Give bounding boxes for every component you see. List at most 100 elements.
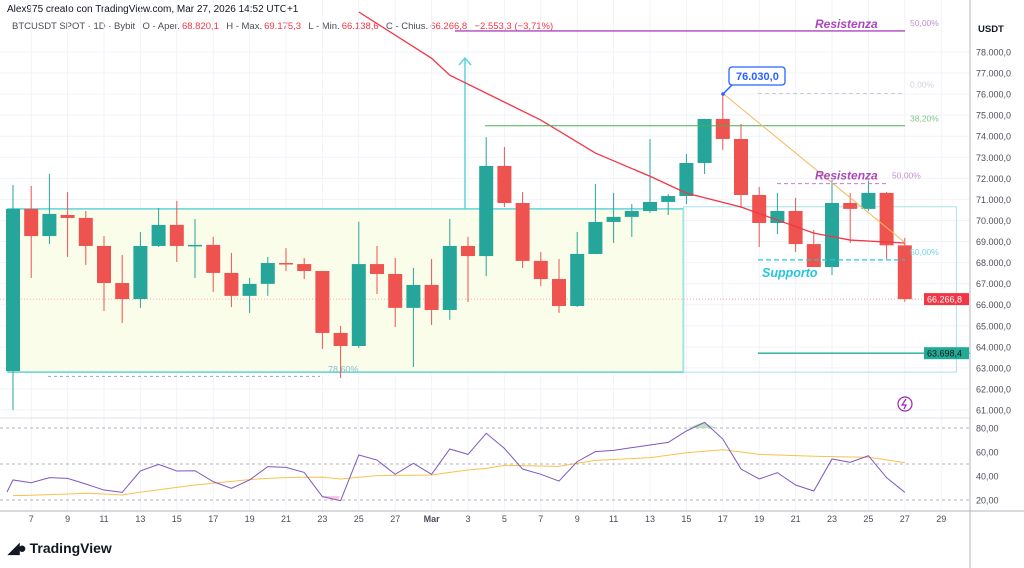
candle bbox=[315, 271, 330, 349]
candle-body bbox=[333, 332, 348, 346]
date-tick-label: 23 bbox=[827, 514, 837, 524]
candle-body bbox=[424, 284, 439, 310]
candle bbox=[461, 236, 475, 302]
candle bbox=[515, 192, 530, 268]
price-tick-label: 66.000,0 bbox=[976, 300, 1011, 310]
date-tick-label: 17 bbox=[208, 514, 218, 524]
price-tick-label: 62.000,0 bbox=[976, 384, 1011, 394]
date-tick-label: 11 bbox=[609, 514, 618, 524]
candle bbox=[479, 137, 494, 277]
candle bbox=[6, 184, 20, 411]
price-tick-label: 61.000,0 bbox=[976, 406, 1011, 416]
trend-line bbox=[722, 93, 906, 243]
candle bbox=[679, 153, 694, 205]
candle bbox=[588, 184, 603, 255]
tradingview-logo[interactable]: ◢● TradingView bbox=[8, 539, 112, 557]
last-price-badge-text: 66.266,8 bbox=[927, 295, 962, 305]
candle bbox=[206, 236, 221, 292]
high-callout-text: 76.030,0 bbox=[736, 71, 779, 83]
candle-body bbox=[697, 118, 712, 163]
price-tick-label: 78.000,0 bbox=[976, 48, 1011, 58]
candle-body bbox=[734, 138, 748, 195]
candle bbox=[497, 146, 512, 208]
candle bbox=[24, 185, 39, 278]
candle bbox=[442, 219, 457, 320]
candle-body bbox=[151, 224, 166, 246]
candle-body bbox=[715, 118, 730, 139]
candle-body bbox=[206, 244, 221, 273]
date-tick-label: 15 bbox=[681, 514, 691, 524]
candle-body bbox=[752, 194, 767, 224]
candle-body bbox=[242, 283, 257, 296]
candle-body bbox=[643, 201, 657, 212]
candle-body bbox=[315, 271, 330, 333]
candle bbox=[188, 219, 202, 278]
candle-body bbox=[188, 244, 202, 247]
price-tick-label: 76.000,0 bbox=[976, 90, 1011, 100]
candle bbox=[770, 192, 785, 234]
price-tick-label: 68.000,0 bbox=[976, 258, 1011, 268]
fib-786-label: 78,60% bbox=[328, 364, 359, 374]
candle bbox=[388, 257, 403, 328]
candle bbox=[60, 192, 75, 257]
date-tick-label: 15 bbox=[172, 514, 182, 524]
candle-body bbox=[843, 203, 858, 209]
rsi-line bbox=[6, 421, 906, 502]
moving-average-line bbox=[358, 11, 905, 244]
low-label: L - Min. bbox=[308, 21, 340, 32]
candle-body bbox=[351, 264, 366, 346]
candle-body bbox=[461, 245, 475, 257]
candle-body bbox=[115, 283, 130, 300]
candle-body bbox=[442, 245, 457, 310]
candle-body bbox=[515, 203, 530, 261]
date-tick-label: 21 bbox=[791, 514, 801, 524]
date-tick-label: 13 bbox=[645, 514, 655, 524]
support-pct: 50,00% bbox=[910, 247, 939, 257]
candle-body bbox=[388, 273, 403, 308]
support-label: Supporto bbox=[762, 266, 818, 280]
date-tick-label: 19 bbox=[245, 514, 255, 524]
drawings: Resistenza 50,00% 38,20% 0,00% Resistenza 50,… bbox=[358, 11, 970, 412]
candle bbox=[861, 180, 876, 212]
candle-body bbox=[42, 213, 57, 237]
fib-382-label: 38,20% bbox=[910, 114, 939, 124]
high-label: H - Max. bbox=[226, 21, 263, 32]
price-tick-label: 74.000,0 bbox=[976, 132, 1011, 142]
candle bbox=[42, 173, 57, 245]
candle bbox=[752, 186, 767, 248]
price-tick-label: 64.000,0 bbox=[976, 342, 1011, 352]
candle bbox=[661, 194, 676, 216]
projection-box bbox=[682, 206, 957, 373]
candle-body bbox=[370, 264, 384, 274]
candles bbox=[6, 93, 912, 411]
date-tick-label: 27 bbox=[900, 514, 910, 524]
symbol-name[interactable]: BTCUSDT SPOT · 1D · Bybit bbox=[12, 21, 136, 32]
candle-body bbox=[552, 279, 566, 306]
candle bbox=[151, 208, 166, 248]
low-value: 66.138,6 bbox=[341, 21, 379, 32]
candle bbox=[333, 325, 348, 379]
candle bbox=[788, 197, 803, 253]
candle-body bbox=[297, 264, 312, 272]
close-label: C - Chius. bbox=[385, 21, 429, 32]
date-tick-label: 7 bbox=[538, 514, 543, 524]
candle bbox=[260, 256, 275, 296]
top-resistance-pct: 50,00% bbox=[910, 18, 939, 28]
date-tick-label: 9 bbox=[575, 514, 580, 524]
last-price-badge bbox=[924, 293, 969, 306]
support-price-badge bbox=[924, 347, 969, 360]
date-tick-label: 17 bbox=[718, 514, 728, 524]
candle bbox=[806, 229, 821, 268]
date-tick-label: 13 bbox=[135, 514, 145, 524]
date-tick-label: 11 bbox=[99, 514, 108, 524]
candle bbox=[715, 93, 730, 150]
candle-body bbox=[897, 245, 912, 300]
candle-body bbox=[133, 245, 148, 300]
candle bbox=[279, 248, 293, 272]
candle-body bbox=[24, 208, 39, 237]
rsi-tick-label: 40,00 bbox=[976, 472, 999, 482]
candle bbox=[879, 192, 894, 260]
candle-body bbox=[570, 253, 585, 306]
